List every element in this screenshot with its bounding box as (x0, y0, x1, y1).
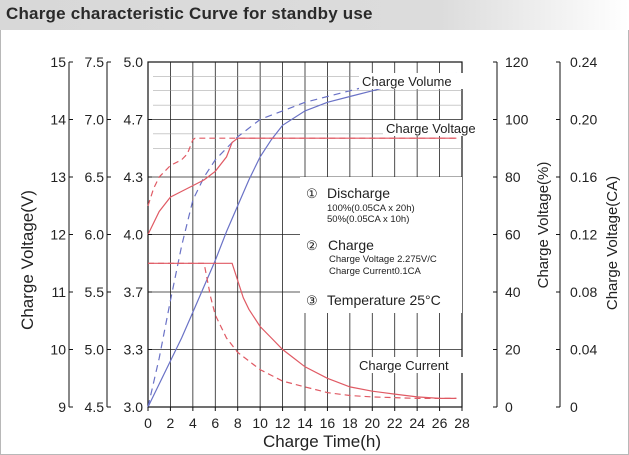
y-left-tick-label: 9 (58, 399, 66, 415)
y-left-tick-label: 7.5 (85, 54, 105, 70)
y-left-tick-label: 4.5 (85, 399, 105, 415)
x-tick-label: 6 (211, 415, 219, 431)
note-number-3: ③ (306, 293, 318, 308)
y-left-tick-label: 11 (51, 284, 66, 300)
series-line-charge_current-solid (148, 262, 457, 399)
axes: 0 2 4 6 8 10 12 14 16 18 20 22 24 26 2891011121314154.… (50, 54, 597, 431)
label-charge-voltage: Charge Voltage (386, 121, 476, 136)
series-line-charge_current-dashed (148, 262, 457, 399)
x-tick-label: 10 (252, 415, 268, 431)
note-number-2: ② (306, 238, 318, 253)
y-right-tick-label: 0.16 (570, 169, 597, 185)
x-tick-label: 28 (454, 415, 470, 431)
x-tick-label: 16 (320, 415, 336, 431)
y-left-tick-label: 3.0 (124, 399, 144, 415)
y-left-tick-label: 3.7 (124, 284, 144, 300)
y-right-tick-label: 40 (505, 284, 521, 300)
x-tick-label: 14 (297, 415, 313, 431)
y-right-tick-label: 0.12 (570, 227, 597, 243)
y-left-tick-label: 6.5 (85, 169, 105, 185)
y-left-tick-label: 14 (50, 112, 66, 128)
y-right-title-pct: Charge Voltage(%) (535, 162, 552, 289)
y-left-tick-label: 5.0 (124, 54, 144, 70)
y-right-tick-label: 0 (505, 399, 513, 415)
note-discharge-line2: 50%(0.05CA x 10h) (327, 214, 409, 225)
note-charge-line2: Charge Current0.1CA (329, 266, 422, 277)
x-tick-label: 12 (275, 415, 291, 431)
y-right-tick-label: 100 (505, 112, 529, 128)
x-tick-label: 20 (364, 415, 380, 431)
note-discharge-title: Discharge (327, 185, 390, 201)
label-charge-current: Charge Current (359, 358, 449, 373)
label-bg-voltage (383, 120, 489, 136)
y-left-tick-label: 13 (50, 169, 66, 185)
y-left-tick-label: 4.7 (124, 112, 144, 128)
y-left-tick-label: 10 (50, 342, 66, 358)
x-tick-label: 2 (167, 415, 175, 431)
y-left-tick-label: 5.0 (85, 342, 105, 358)
y-right-tick-label: 0.04 (570, 342, 597, 358)
y-right-title-ca: Charge Voltage(CA) (604, 176, 621, 310)
y-right-tick-label: 120 (505, 54, 529, 70)
y-left-tick-label: 5.5 (85, 284, 105, 300)
series-line-charge_voltage-dashed (147, 137, 457, 206)
note-box-bg (300, 177, 462, 313)
y-right-tick-label: 0.08 (570, 284, 597, 300)
y-left-tick-label: 7.0 (85, 112, 105, 128)
y-right-tick-label: 0.20 (570, 112, 597, 128)
y-left-tick-label: 4.0 (124, 227, 144, 243)
title-bar: Charge characteristic Curve for standby … (0, 0, 629, 30)
y-left-tick-label: 15 (50, 54, 66, 70)
y-left-title: Charge Voltage(V) (18, 190, 37, 330)
y-right-tick-label: 20 (505, 342, 521, 358)
label-bg-current (356, 357, 464, 373)
x-tick-label: 24 (409, 415, 425, 431)
x-tick-label: 4 (189, 415, 197, 431)
label-charge-volume: Charge Volume (362, 74, 452, 89)
x-tick-label: 0 (144, 415, 152, 431)
note-number-1: ① (306, 186, 318, 201)
x-axis-title: Charge Time(h) (263, 432, 381, 451)
label-bg-volume (359, 73, 465, 89)
y-left-tick-label: 6.0 (85, 227, 105, 243)
note-charge-title: Charge (328, 237, 374, 253)
x-tick-label: 18 (342, 415, 358, 431)
y-left-tick-label: 3.3 (124, 342, 144, 358)
y-right-tick-label: 80 (505, 169, 521, 185)
y-left-tick-label: 4.3 (124, 169, 144, 185)
y-right-tick-label: 60 (505, 227, 521, 243)
y-right-tick-label: 0 (570, 399, 578, 415)
note-charge-line1: Charge Voltage 2.275V/C (329, 254, 437, 265)
y-left-tick-label: 12 (50, 227, 66, 243)
note-discharge-line1: 100%(0.05CA x 20h) (327, 203, 415, 214)
y-right-tick-label: 0.24 (570, 54, 597, 70)
x-tick-label: 8 (234, 415, 242, 431)
x-tick-label: 22 (387, 415, 403, 431)
x-tick-label: 26 (432, 415, 448, 431)
chart-title: Charge characteristic Curve for standby … (6, 4, 373, 23)
series-line-charge_voltage-solid (147, 137, 457, 235)
note-temperature: Temperature 25°C (327, 292, 441, 308)
